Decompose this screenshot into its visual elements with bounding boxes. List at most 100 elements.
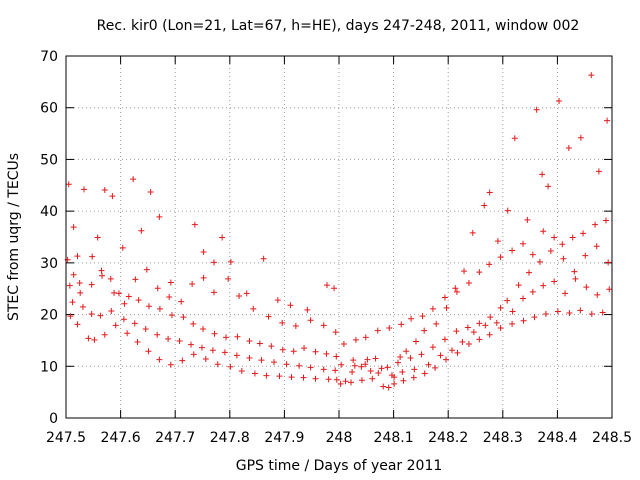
x-tick-label: 247.7: [155, 430, 195, 446]
data-point: [283, 361, 290, 368]
data-point: [497, 325, 504, 332]
data-point: [504, 297, 511, 304]
data-point: [398, 321, 405, 328]
data-point: [154, 285, 161, 292]
data-point: [135, 297, 142, 304]
data-point: [238, 367, 245, 374]
data-point: [70, 271, 77, 278]
data-point: [441, 336, 448, 343]
data-point: [312, 375, 319, 382]
data-point: [222, 334, 229, 341]
data-point: [560, 255, 567, 262]
data-point: [332, 329, 339, 336]
data-point: [301, 345, 308, 352]
y-tick-label: 50: [40, 152, 58, 168]
data-point: [221, 349, 228, 356]
data-point: [362, 361, 369, 368]
data-point: [107, 275, 114, 282]
data-point: [209, 347, 216, 354]
data-point: [515, 282, 522, 289]
data-point: [469, 229, 476, 236]
data-point: [288, 374, 295, 381]
data-point: [70, 224, 77, 231]
x-tick-label: 247.8: [210, 430, 250, 446]
data-point: [364, 356, 371, 363]
data-point: [124, 330, 131, 337]
data-point: [227, 258, 234, 265]
data-point: [411, 366, 418, 373]
data-point: [400, 377, 407, 384]
data-point: [482, 322, 489, 329]
data-point: [580, 230, 587, 237]
data-point: [375, 370, 382, 377]
data-point: [577, 307, 584, 314]
data-point: [69, 299, 76, 306]
data-point: [323, 350, 330, 357]
data-point: [131, 320, 138, 327]
data-point: [79, 303, 86, 310]
data-point: [559, 241, 566, 248]
data-point: [250, 305, 257, 312]
data-point: [130, 176, 137, 183]
data-point: [138, 227, 145, 234]
data-point: [378, 365, 385, 372]
chart-title: Rec. kir0 (Lon=21, Lat=67, h=HE), days 2…: [97, 18, 580, 34]
data-point: [340, 341, 347, 348]
data-point: [529, 251, 536, 258]
data-point: [94, 234, 101, 241]
data-point: [279, 346, 286, 353]
data-point: [210, 259, 217, 266]
data-point: [465, 341, 472, 348]
data-point: [260, 255, 267, 262]
data-point: [323, 282, 330, 289]
data-point: [168, 312, 175, 319]
data-point: [350, 357, 357, 364]
data-point: [594, 291, 601, 298]
data-point: [290, 348, 297, 355]
data-point: [88, 311, 95, 318]
data-point: [421, 327, 428, 334]
data-point: [74, 253, 81, 260]
data-point: [566, 310, 573, 317]
data-point: [524, 216, 531, 223]
data-point: [109, 193, 116, 200]
data-point: [97, 312, 104, 319]
data-point: [304, 306, 311, 313]
data-point: [520, 240, 527, 247]
data-point: [494, 238, 501, 245]
data-point: [526, 269, 533, 276]
data-point: [236, 292, 243, 299]
data-point: [200, 248, 207, 255]
data-point: [476, 336, 483, 343]
data-point: [372, 355, 379, 362]
data-point: [582, 252, 589, 259]
data-point: [85, 335, 92, 342]
data-point: [333, 376, 340, 383]
data-point: [452, 285, 459, 292]
data-point: [307, 317, 314, 324]
data-point: [565, 145, 572, 152]
data-point: [369, 375, 376, 382]
data-point: [539, 171, 546, 178]
data-point: [332, 367, 339, 374]
data-point: [547, 247, 554, 254]
data-point: [520, 317, 527, 324]
data-point: [437, 352, 444, 359]
data-point: [540, 282, 547, 289]
data-point: [412, 338, 419, 345]
data-point: [145, 303, 152, 310]
data-point: [312, 348, 319, 355]
data-point: [89, 253, 96, 260]
data-point: [342, 378, 349, 385]
data-point: [394, 359, 401, 366]
data-point: [145, 348, 152, 355]
data-point: [300, 374, 307, 381]
data-point: [408, 315, 415, 322]
x-tick-label: 247.9: [264, 430, 304, 446]
data-point: [274, 297, 281, 304]
data-point: [279, 319, 286, 326]
data-point: [108, 307, 115, 314]
data-point: [429, 344, 436, 351]
data-point: [358, 377, 365, 384]
data-point: [562, 290, 569, 297]
